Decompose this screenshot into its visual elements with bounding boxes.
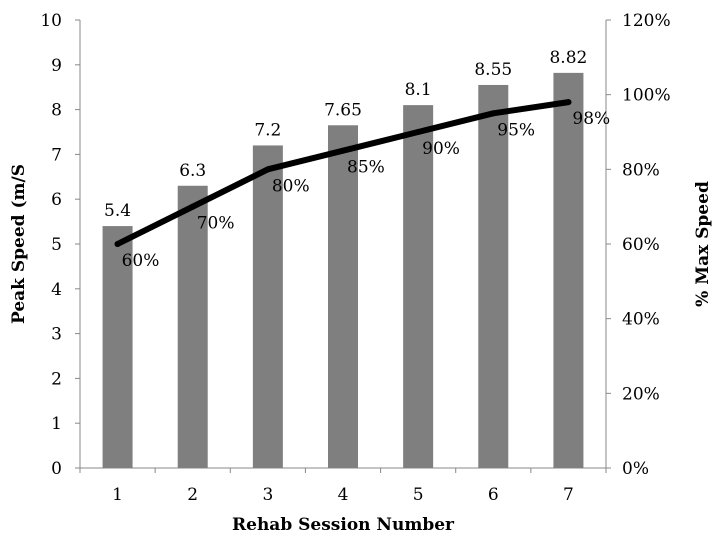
y-tick-label: 6: [51, 190, 62, 210]
y2-tick-label: 60%: [622, 235, 660, 255]
bar: [252, 145, 283, 468]
line-point: [114, 241, 121, 247]
line-data-label: 70%: [197, 214, 235, 234]
y-axis-left-title: Peak Speed (m/S: [9, 164, 29, 324]
y-tick-label: 0: [51, 459, 62, 479]
line-point: [490, 110, 497, 117]
x-tick-label: 2: [187, 485, 198, 505]
y2-tick-label: 0%: [622, 459, 649, 479]
y2-tick-label: 80%: [622, 160, 660, 180]
line-data-label: 95%: [497, 120, 535, 140]
bar: [328, 125, 358, 468]
line-data-label: 85%: [347, 158, 385, 178]
line-point: [340, 147, 346, 154]
bar-data-label: 6.3: [179, 161, 206, 181]
x-tick-label: 5: [413, 485, 424, 505]
y-tick-label: 3: [51, 325, 62, 345]
bar: [478, 84, 509, 469]
bar: [553, 72, 584, 468]
line-point: [415, 129, 422, 135]
y-tick-label: 8: [51, 101, 62, 121]
bar-data-label: 7.65: [324, 100, 362, 120]
y2-tick-label: 40%: [622, 310, 660, 330]
bar-data-label: 5.4: [104, 201, 131, 221]
x-tick-label: 4: [338, 485, 349, 505]
bar: [102, 226, 133, 468]
x-axis-title: Rehab Session Number: [232, 515, 455, 535]
y-tick-label: 2: [51, 369, 62, 389]
y-tick-label: 9: [51, 56, 62, 76]
line-data-label: 90%: [422, 139, 460, 159]
x-tick-label: 7: [563, 485, 574, 505]
y2-tick-label: 120%: [622, 11, 671, 31]
line-data-label: 60%: [122, 251, 160, 271]
bar: [403, 105, 434, 469]
bar-data-label: 7.2: [254, 120, 281, 140]
x-tick-label: 6: [488, 485, 499, 505]
y2-tick-label: 20%: [622, 384, 660, 404]
line-point: [264, 166, 271, 173]
bar-data-label: 8.1: [405, 80, 432, 100]
y2-tick-label: 100%: [622, 86, 671, 106]
line-data-label: 80%: [272, 176, 310, 196]
y-tick-label: 1: [51, 414, 62, 434]
bar-data-label: 8.82: [549, 48, 587, 68]
y-axis-right-title: % Max Speed: [693, 181, 713, 307]
line-point: [189, 203, 196, 210]
y-tick-label: 7: [51, 145, 62, 165]
y-tick-label: 4: [51, 280, 62, 300]
x-tick-label: 1: [112, 485, 123, 505]
line-data-label: 98%: [572, 109, 610, 129]
line-point: [565, 99, 572, 106]
bar: [177, 185, 208, 468]
x-tick-label: 3: [262, 485, 273, 505]
y-tick-label: 10: [40, 11, 62, 31]
y-tick-label: 5: [51, 235, 62, 255]
bar-data-label: 8.55: [474, 60, 512, 80]
